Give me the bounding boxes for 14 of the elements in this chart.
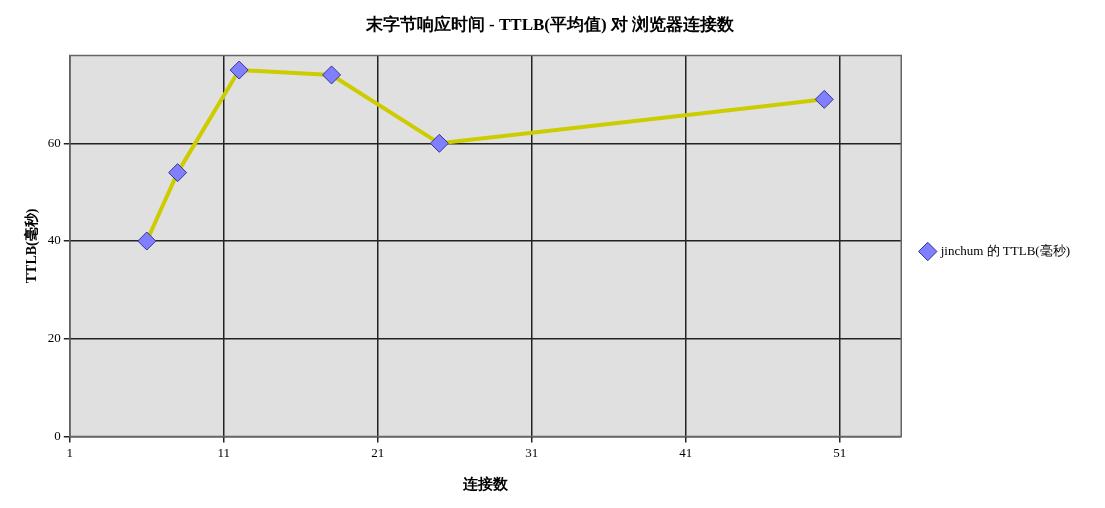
x-tick-label: 1 [66,444,74,460]
x-tick-label: 51 [833,444,847,460]
y-tick-label: 20 [47,330,61,346]
y-tick-label: 0 [54,427,61,443]
legend-label: jinchum 的 TTLB(毫秒) [939,242,1071,258]
x-tick-label: 21 [371,444,385,460]
y-axis-title: TTLB(毫秒) [23,208,41,284]
x-tick-label: 31 [525,444,539,460]
x-axis-title: 连接数 [462,475,510,492]
chart-title: 末字节响应时间 - TTLB(平均值) 对 浏览器连接数 [364,14,736,34]
y-tick-label: 60 [47,134,61,150]
y-tick-label: 40 [47,232,61,248]
x-tick-label: 41 [679,444,693,460]
x-tick-label: 11 [217,444,231,460]
